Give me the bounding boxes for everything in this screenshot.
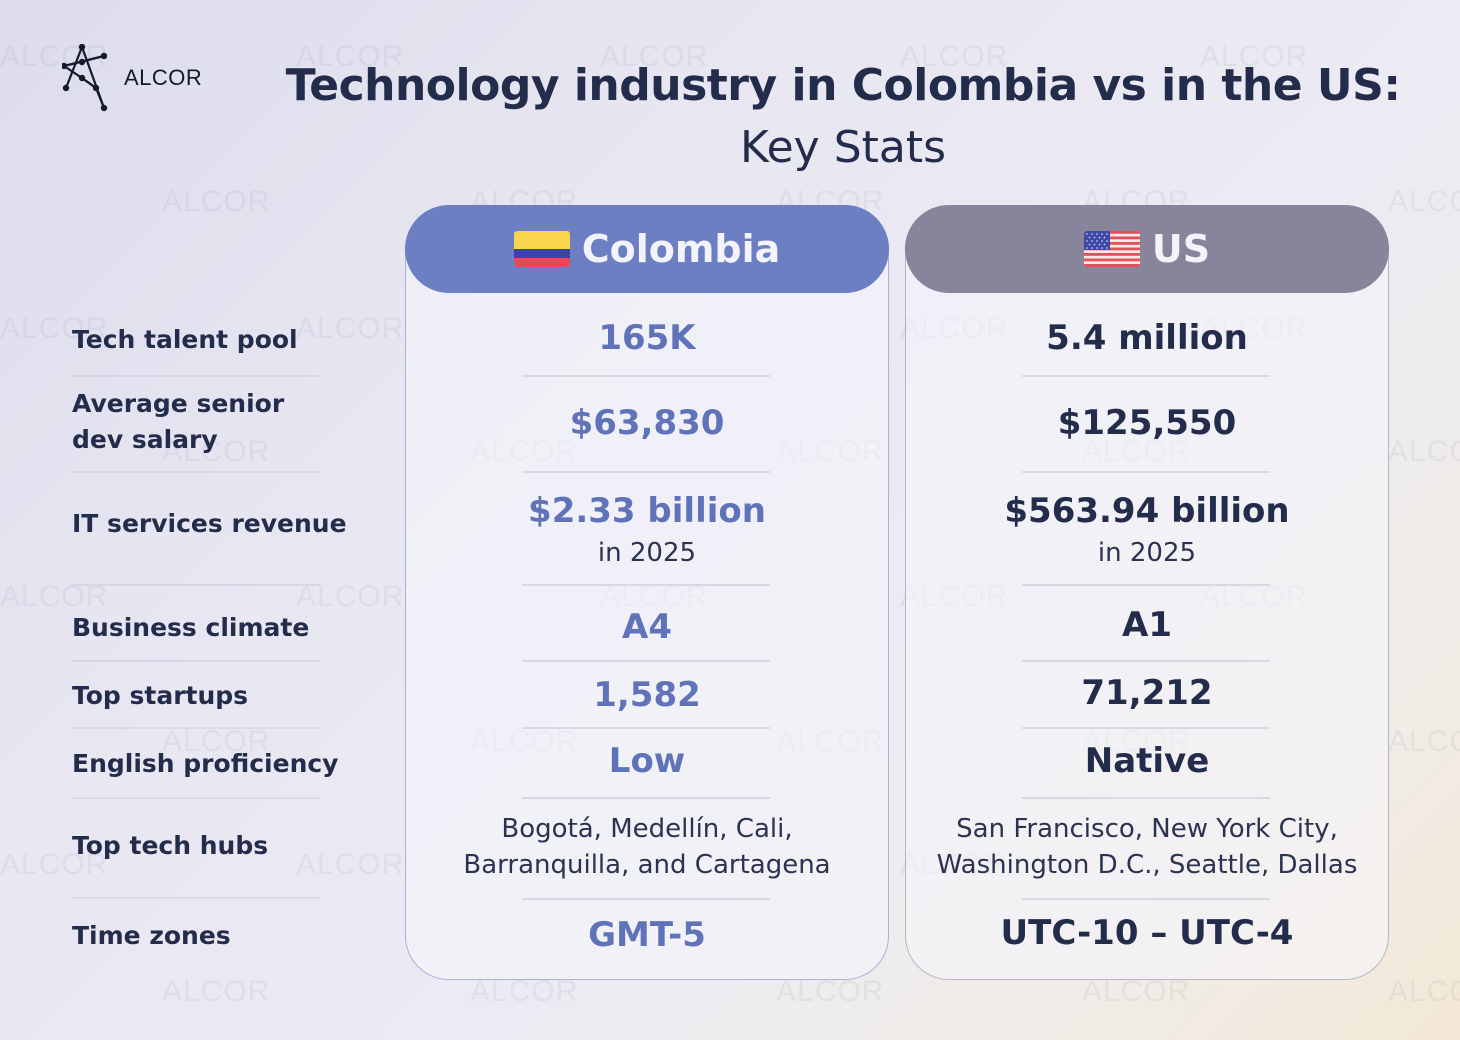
colombia-top-startups: 1,582 — [593, 675, 701, 715]
divider — [522, 660, 770, 662]
watermark: ALCOR — [162, 975, 271, 1008]
divider — [72, 727, 320, 729]
colombia-header: Colombia — [405, 205, 889, 293]
us-senior-dev-salary: $125,550 — [1057, 403, 1237, 443]
divider — [72, 584, 320, 586]
colombia-top-tech-hubs: Bogotá, Medellín, Cali, Barranquilla, an… — [406, 811, 888, 883]
label-tech-talent-pool: Tech talent pool — [72, 325, 298, 354]
label-top-startups: Top startups — [72, 681, 249, 710]
watermark: ALCOR — [1388, 975, 1460, 1008]
watermark: ALCOR — [1388, 725, 1460, 758]
colombia-revenue-year: in 2025 — [597, 538, 697, 568]
us-english-proficiency: Native — [1084, 741, 1210, 781]
us-top-tech-hubs: San Francisco, New York City, Washington… — [906, 811, 1388, 883]
label-top-tech-hubs: Top tech hubs — [72, 831, 269, 860]
divider — [1022, 660, 1270, 662]
divider — [1022, 375, 1270, 377]
watermark: ALCOR — [776, 975, 885, 1008]
divider — [1022, 727, 1270, 729]
colombia-senior-dev-salary: $63,830 — [569, 403, 725, 443]
us-it-services-revenue: $563.94 billion — [1004, 491, 1290, 531]
divider — [522, 471, 770, 473]
label-english-proficiency: English proficiency — [72, 749, 339, 778]
us-flag-icon — [1083, 231, 1140, 267]
divider — [72, 471, 320, 473]
label-time-zones: Time zones — [72, 921, 231, 950]
watermark: ALCOR — [1082, 975, 1191, 1008]
colombia-title: Colombia — [581, 227, 781, 271]
divider — [522, 727, 770, 729]
watermark: ALCOR — [1388, 185, 1460, 218]
label-line: dev salary — [72, 425, 218, 454]
us-tech-talent-pool: 5.4 million — [1046, 318, 1248, 358]
us-header: US — [905, 205, 1389, 293]
colombia-english-proficiency: Low — [608, 741, 686, 781]
us-business-climate: A1 — [1122, 605, 1172, 645]
divider — [522, 584, 770, 586]
colombia-tech-talent-pool: 165K — [598, 318, 696, 358]
label-business-climate: Business climate — [72, 613, 310, 642]
colombia-flag-icon — [513, 231, 570, 267]
divider — [1022, 471, 1270, 473]
divider — [522, 898, 770, 900]
us-title: US — [1151, 227, 1211, 271]
hubs-line: San Francisco, New York City, — [956, 814, 1338, 844]
divider — [72, 660, 320, 662]
divider — [522, 797, 770, 799]
watermark: ALCOR — [470, 975, 579, 1008]
page-title: Technology industry in Colombia vs in th… — [285, 60, 1401, 111]
alcor-star-icon — [62, 44, 108, 112]
divider — [72, 897, 320, 899]
colombia-business-climate: A4 — [622, 607, 672, 647]
colombia-it-services-revenue: $2.33 billion — [528, 491, 766, 531]
us-revenue-year: in 2025 — [1097, 538, 1197, 568]
label-line: Average senior — [72, 389, 285, 418]
colombia-time-zones: GMT-5 — [588, 915, 706, 955]
us-time-zones: UTC-10 – UTC-4 — [1000, 913, 1294, 953]
hubs-line: Bogotá, Medellín, Cali, — [501, 814, 793, 844]
divider — [72, 375, 320, 377]
page-subtitle: Key Stats — [739, 122, 947, 173]
divider — [1022, 898, 1270, 900]
colombia-column: Colombia 165K $63,830 $2.33 billion in 2… — [405, 205, 889, 980]
label-average-senior-dev-salary: Average senior dev salary — [72, 386, 372, 458]
divider — [1022, 797, 1270, 799]
watermark: ALCOR — [162, 185, 271, 218]
watermark: ALCOR — [1388, 435, 1460, 468]
divider — [72, 797, 320, 799]
us-column: US 5.4 million $125,550 $563.94 billion … — [905, 205, 1389, 980]
hubs-line: Barranquilla, and Cartagena — [463, 850, 831, 880]
alcor-logo: ALCOR — [62, 44, 202, 112]
brand-name: ALCOR — [124, 65, 203, 90]
label-it-services-revenue: IT services revenue — [72, 509, 347, 538]
us-top-startups: 71,212 — [1081, 673, 1213, 713]
hubs-line: Washington D.C., Seattle, Dallas — [936, 850, 1358, 880]
divider — [1022, 584, 1270, 586]
divider — [522, 375, 770, 377]
